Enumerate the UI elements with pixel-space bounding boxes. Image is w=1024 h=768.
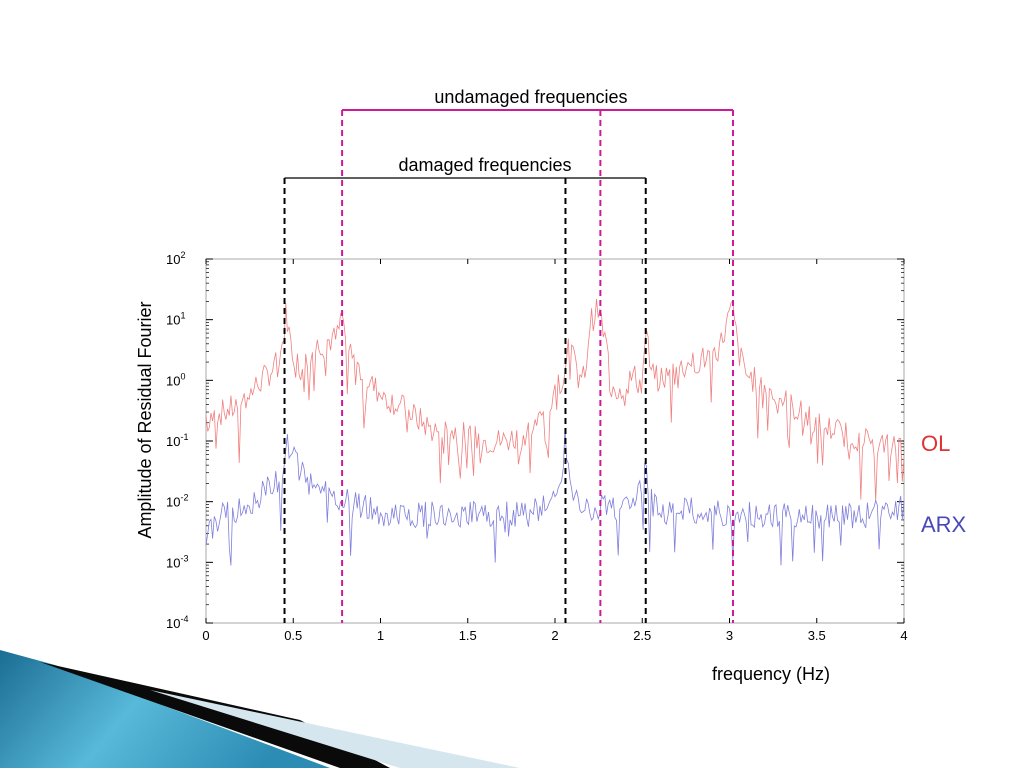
x-tick-label-4: 2 <box>551 628 558 643</box>
legend-label-ol: OL <box>921 431 950 456</box>
annotation-label-0: undamaged frequencies <box>434 87 627 107</box>
y-tick-label-6: 102 <box>166 250 185 267</box>
y-tick-label-2: 10-2 <box>166 493 188 510</box>
x-axis-title: frequency (Hz) <box>712 664 830 684</box>
series-line-arx <box>205 427 905 566</box>
x-tick-label-0: 0 <box>202 628 209 643</box>
y-axis-ticks: 10-4 10-3 10-2 10-1 100 101 102 <box>166 250 904 631</box>
decorative-swoosh <box>0 650 520 768</box>
y-tick-label-4: 100 <box>166 371 185 388</box>
y-tick-label-1: 10-3 <box>166 553 188 570</box>
legend-label-arx: ARX <box>921 512 967 537</box>
y-tick-label-3: 10-1 <box>166 432 188 449</box>
x-tick-label-2: 1 <box>377 628 384 643</box>
y-tick-label-5: 101 <box>166 311 185 328</box>
annotation-layer: undamaged frequencies damaged frequencies <box>283 87 734 623</box>
x-tick-label-1: 0.5 <box>284 628 302 643</box>
x-tick-label-6: 3 <box>726 628 733 643</box>
x-tick-label-7: 3.5 <box>808 628 826 643</box>
x-axis-ticks: 0 0.5 1 1.5 2 2.5 3 3.5 4 <box>202 259 908 643</box>
y-tick-label-0: 10-4 <box>166 614 188 631</box>
x-tick-label-3: 1.5 <box>459 628 477 643</box>
plot-frame <box>205 258 905 624</box>
x-tick-label-8: 4 <box>900 628 907 643</box>
series-layer <box>205 298 905 566</box>
series-line-ol <box>205 298 905 502</box>
y-axis-title: Amplitude of Residual Fourier <box>135 301 155 538</box>
annotation-label-1: damaged frequencies <box>398 155 571 175</box>
x-tick-label-5: 2.5 <box>633 628 651 643</box>
